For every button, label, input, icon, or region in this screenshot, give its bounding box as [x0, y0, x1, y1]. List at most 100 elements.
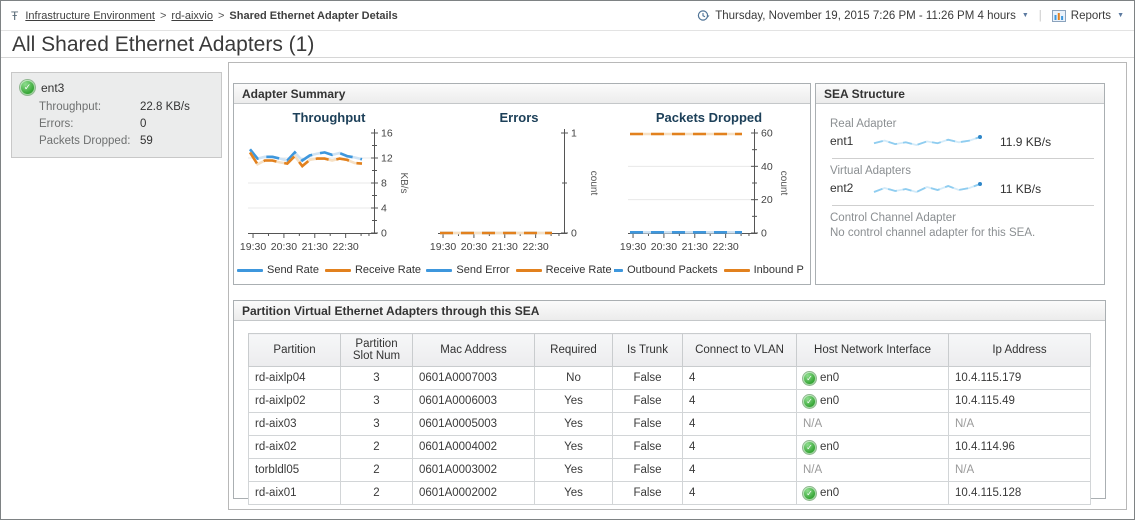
- svg-text:20: 20: [761, 194, 773, 206]
- sea-adapter-value: 11.9 KB/s: [1000, 135, 1052, 149]
- status-ok-icon: ✓: [803, 371, 816, 385]
- stat-value: 22.8 KB/s: [140, 101, 190, 113]
- legend-item: Receive Rate: [515, 264, 612, 276]
- svg-text:1: 1: [571, 128, 577, 140]
- breadcrumb-item-current: Shared Ethernet Adapter Details: [229, 9, 398, 22]
- column-header-ip[interactable]: Ip Address: [948, 333, 1091, 367]
- table-row[interactable]: rd-aix03 3 0601A0005003 Yes False 4 N/A N/A: [248, 412, 1091, 436]
- host-interface-label: en0: [820, 487, 840, 499]
- table-row[interactable]: torbldl05 2 0601A0003002 Yes False 4 N/A N/A: [248, 458, 1091, 482]
- status-ok-icon: ✓: [803, 486, 816, 500]
- cell-slot: 2: [340, 435, 413, 459]
- details-container: Adapter Summary Throughput 0 4 8 12 16 19:30 2…: [228, 62, 1127, 510]
- breadcrumb-item-host[interactable]: rd-aixvio: [171, 9, 213, 22]
- status-ok-icon: ✓: [803, 440, 816, 454]
- column-header-vlan[interactable]: Connect to VLAN: [682, 333, 797, 367]
- legend-label: Outbound Packets: [627, 264, 718, 276]
- stat-value: 0: [140, 118, 147, 130]
- chart-legend: Outbound Packets Inbound Pack: [614, 262, 804, 278]
- svg-text:0: 0: [381, 228, 387, 240]
- cell-host: N/A: [796, 412, 949, 436]
- svg-text:0: 0: [571, 228, 577, 240]
- partition-table-panel: Partition Virtual Ethernet Adapters thro…: [233, 300, 1106, 505]
- sea-adapter-name[interactable]: ent1: [830, 134, 854, 148]
- column-header-trunk[interactable]: Is Trunk: [612, 333, 683, 367]
- cell-vlan: 4: [682, 389, 797, 413]
- cell-ip: 10.4.114.96: [948, 435, 1091, 459]
- chart-title: Throughput: [292, 110, 366, 125]
- chart-errors: Errors 0 1 19:30 20:30 21:30 22:30 count Send …: [424, 106, 614, 278]
- cell-slot: 2: [340, 458, 413, 482]
- svg-text:20:30: 20:30: [461, 241, 487, 253]
- tile-stat-row: Errors: 0: [39, 116, 213, 133]
- stat-label: Throughput:: [39, 101, 102, 113]
- cell-partition: rd-aix03: [248, 412, 341, 436]
- svg-text:22:30: 22:30: [333, 241, 359, 253]
- cell-mac: 0601A0005003: [412, 412, 535, 436]
- time-range-selector[interactable]: Thursday, November 19, 2015 7:26 PM - 11…: [697, 9, 1029, 22]
- column-header-host[interactable]: Host Network Interface: [796, 333, 949, 367]
- table-row[interactable]: rd-aixlp04 3 0601A0007003 No False 4 ✓ en0 10.4.…: [248, 366, 1091, 390]
- sparkline: [873, 135, 982, 146]
- svg-text:22:30: 22:30: [713, 241, 739, 253]
- legend-line-swatch: [236, 268, 263, 272]
- sea-adapter-row: ent1 11.9 KB/s: [830, 133, 1094, 149]
- cell-partition: rd-aix01: [248, 481, 341, 505]
- reports-menu[interactable]: Reports ▼: [1051, 9, 1124, 22]
- cell-trunk: False: [612, 389, 683, 413]
- cell-partition: rd-aixlp04: [248, 366, 341, 390]
- breadcrumb-item-infrastructure[interactable]: Infrastructure Environment: [25, 9, 155, 22]
- status-ok-icon: ✓: [20, 80, 35, 95]
- svg-text:40: 40: [761, 161, 773, 173]
- cell-trunk: False: [612, 366, 683, 390]
- cell-vlan: 4: [682, 366, 797, 390]
- adapter-tile-ent3[interactable]: ✓ ent3 Throughput: 22.8 KB/s Errors: 0 P…: [11, 72, 222, 158]
- svg-text:19:30: 19:30: [430, 241, 456, 253]
- legend-line-swatch: [515, 268, 542, 272]
- breadcrumb-separator: >: [217, 9, 225, 22]
- chart-title: Errors: [499, 110, 539, 125]
- column-header-required[interactable]: Required: [534, 333, 613, 367]
- svg-text:60: 60: [761, 128, 773, 140]
- svg-text:4: 4: [381, 203, 387, 215]
- stat-label: Packets Dropped:: [39, 135, 131, 147]
- legend-item: Receive Rate: [324, 264, 421, 276]
- host-interface-label: N/A: [803, 464, 823, 476]
- cell-slot: 3: [340, 389, 413, 413]
- cell-mac: 0601A0006003: [412, 389, 535, 413]
- column-header-partition[interactable]: Partition: [248, 333, 341, 367]
- table-header-row: Partition Partition Slot Num Mac Address Re…: [248, 333, 1091, 367]
- stat-label: Errors:: [39, 118, 74, 130]
- partition-table-body: rd-aixlp04 3 0601A0007003 No False 4 ✓ en0 10.4.…: [248, 366, 1091, 505]
- legend-label: Send Error: [456, 264, 510, 276]
- chevron-down-icon: ▼: [1117, 12, 1124, 19]
- cell-slot: 2: [340, 481, 413, 505]
- divider: [832, 158, 1094, 159]
- cell-vlan: 4: [682, 481, 797, 505]
- stat-value: 59: [140, 135, 153, 147]
- toolbar-divider: |: [1038, 9, 1042, 22]
- throughput-chart-plot: 0 4 8 12 16 19:30 20:30 21:30 22:30 KB/s: [240, 128, 409, 254]
- cell-partition: rd-aixlp02: [248, 389, 341, 413]
- divider: [832, 205, 1094, 206]
- cell-required: Yes: [534, 481, 613, 505]
- cell-host: ✓ en0: [796, 366, 949, 390]
- cell-vlan: 4: [682, 435, 797, 459]
- column-header-mac[interactable]: Mac Address: [412, 333, 535, 367]
- table-row[interactable]: rd-aix01 2 0601A0002002 Yes False 4 ✓ en0 10.4.1…: [248, 481, 1091, 505]
- status-ok-icon: ✓: [803, 394, 816, 408]
- cell-trunk: False: [612, 458, 683, 482]
- legend-label: Inbound Pack: [753, 264, 804, 276]
- table-row[interactable]: rd-aixlp02 3 0601A0006003 Yes False 4 ✓ en0 10.4…: [248, 389, 1091, 413]
- cell-host: ✓ en0: [796, 481, 949, 505]
- table-row[interactable]: rd-aix02 2 0601A0004002 Yes False 4 ✓ en0 10.4.1…: [248, 435, 1091, 459]
- cell-ip: 10.4.115.179: [948, 366, 1091, 390]
- sea-adapter-name[interactable]: ent2: [830, 181, 854, 195]
- host-interface-label: en0: [820, 372, 840, 384]
- cell-slot: 3: [340, 366, 413, 390]
- chart-packets-dropped: Packets Dropped 0 20 40 60 19:30 20:30 21:30 22…: [614, 106, 804, 278]
- column-header-slot[interactable]: Partition Slot Num: [340, 333, 413, 367]
- cell-ip: N/A: [948, 412, 1091, 436]
- legend-line-swatch: [614, 268, 624, 272]
